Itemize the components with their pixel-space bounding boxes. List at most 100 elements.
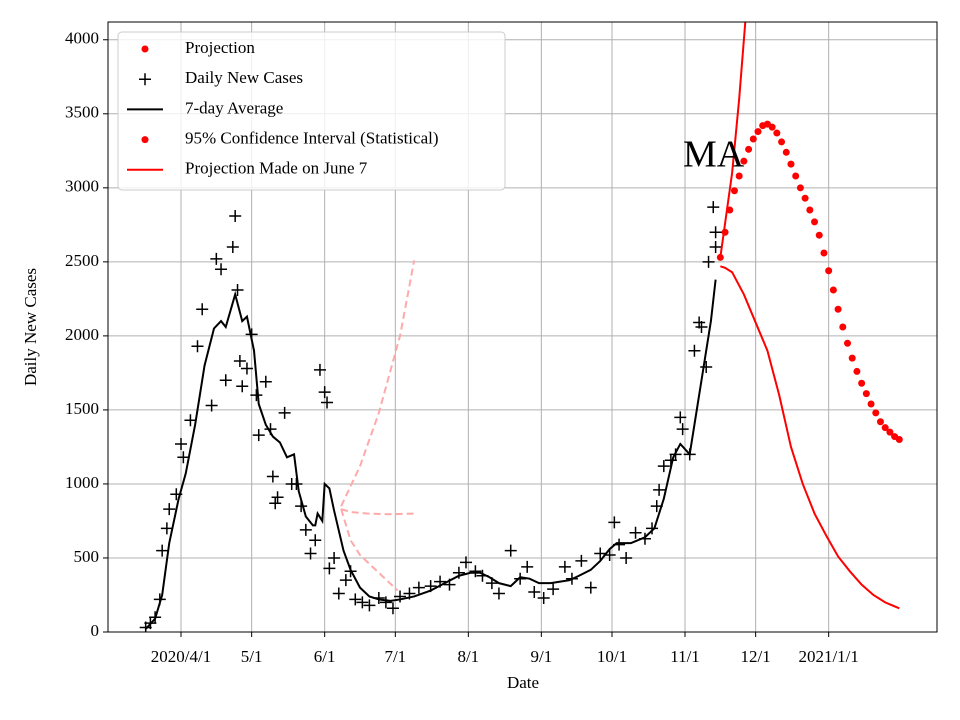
case-marker: [620, 551, 633, 564]
x-tick-label: 12/1: [741, 647, 771, 666]
case-marker: [210, 252, 223, 265]
case-marker: [356, 596, 369, 609]
case-marker: [323, 562, 336, 575]
series-line: [340, 508, 399, 592]
case-marker: [504, 544, 517, 557]
projection-dot: [839, 323, 847, 331]
case-marker: [299, 523, 312, 536]
case-marker: [349, 593, 362, 606]
case-marker: [629, 526, 642, 539]
projection-dot: [825, 267, 833, 275]
case-marker: [709, 226, 722, 239]
y-tick-label: 2500: [65, 251, 99, 270]
legend: Projection Daily New Cases 7-day Average 95…: [117, 31, 506, 191]
case-marker: [191, 340, 204, 353]
legend-label: 95% Confidence Interval (Statistical): [185, 129, 439, 148]
projection-dot: [829, 286, 837, 294]
legend-key: [141, 45, 149, 53]
ticks: 2020/4/1 5/1 6/1 7/1 8/1 9/1 10/1 11/1 12/1 2021/…: [65, 29, 859, 666]
case-marker: [492, 587, 505, 600]
case-marker: [575, 554, 588, 567]
projection-dot: [745, 145, 753, 153]
case-marker: [313, 363, 326, 376]
projection-dot: [858, 379, 866, 387]
case-marker: [196, 303, 209, 316]
case-marker: [702, 255, 715, 268]
projection-dot: [730, 187, 738, 195]
annotation: MA: [683, 134, 745, 176]
case-marker: [558, 560, 571, 573]
case-marker: [321, 396, 334, 409]
x-tick-label: 5/1: [241, 647, 263, 666]
y-tick-label: 4000: [65, 29, 99, 48]
case-marker: [594, 547, 607, 560]
case-marker: [269, 497, 282, 510]
case-marker: [304, 547, 317, 560]
y-tick-label: 3500: [65, 103, 99, 122]
case-marker: [332, 587, 345, 600]
case-marker: [676, 423, 689, 436]
projection-dot: [848, 354, 856, 362]
series-line: [720, 265, 900, 610]
case-marker: [233, 355, 246, 368]
legend-box: [117, 31, 506, 191]
case-marker: [309, 534, 322, 547]
projection-dot: [768, 123, 776, 131]
case-marker: [205, 399, 218, 412]
projection-dot: [862, 390, 870, 398]
case-marker: [386, 602, 399, 615]
case-marker: [252, 429, 265, 442]
case-marker: [657, 460, 670, 473]
projection-dot: [735, 172, 743, 180]
case-marker: [459, 556, 472, 569]
case-marker: [584, 581, 597, 594]
case-marker: [608, 516, 621, 529]
case-marker: [674, 411, 687, 424]
x-tick-label: 8/1: [457, 647, 479, 666]
case-marker: [259, 375, 272, 388]
case-marker: [229, 209, 242, 222]
projection-dot: [872, 409, 880, 417]
case-marker: [328, 551, 341, 564]
y-tick-label: 3000: [65, 177, 99, 196]
y-tick-label: 1000: [65, 473, 99, 492]
projection-dot: [796, 184, 804, 192]
projection-dot: [876, 418, 884, 426]
x-tick-label: 11/1: [670, 647, 700, 666]
case-marker: [547, 583, 560, 596]
projection-dot: [815, 231, 823, 239]
projection-dot: [792, 172, 800, 180]
case-marker: [175, 437, 188, 450]
case-marker: [688, 344, 701, 357]
projection-dot: [844, 339, 852, 347]
case-marker: [695, 321, 708, 333]
x-tick-label: 2020/4/1: [151, 647, 211, 666]
case-marker: [236, 380, 249, 393]
projection-dot: [834, 305, 842, 313]
legend-label: Projection Made on June 7: [185, 159, 368, 178]
case-marker: [266, 470, 279, 483]
axes-frame: [107, 21, 938, 633]
case-marker: [250, 389, 263, 402]
legend-label: Projection: [185, 38, 255, 57]
y-tick-label: 500: [74, 547, 100, 566]
case-marker: [700, 360, 713, 373]
case-marker: [707, 201, 720, 214]
projection-dot: [886, 428, 894, 436]
projection-dot: [801, 194, 809, 202]
series-line: [340, 260, 416, 507]
projection-dot: [867, 400, 875, 408]
x-tick-label: 9/1: [530, 647, 552, 666]
x-tick-label: 6/1: [314, 647, 336, 666]
x-tick-label: 7/1: [384, 647, 406, 666]
projection-dot: [778, 138, 786, 146]
projection-dot: [754, 128, 762, 136]
x-tick-label: 10/1: [597, 647, 627, 666]
case-marker: [412, 581, 425, 594]
case-marker: [177, 451, 190, 464]
series-line: [144, 279, 717, 630]
projection-dot: [820, 249, 828, 257]
projection-dot: [773, 129, 781, 137]
case-marker: [528, 586, 541, 599]
